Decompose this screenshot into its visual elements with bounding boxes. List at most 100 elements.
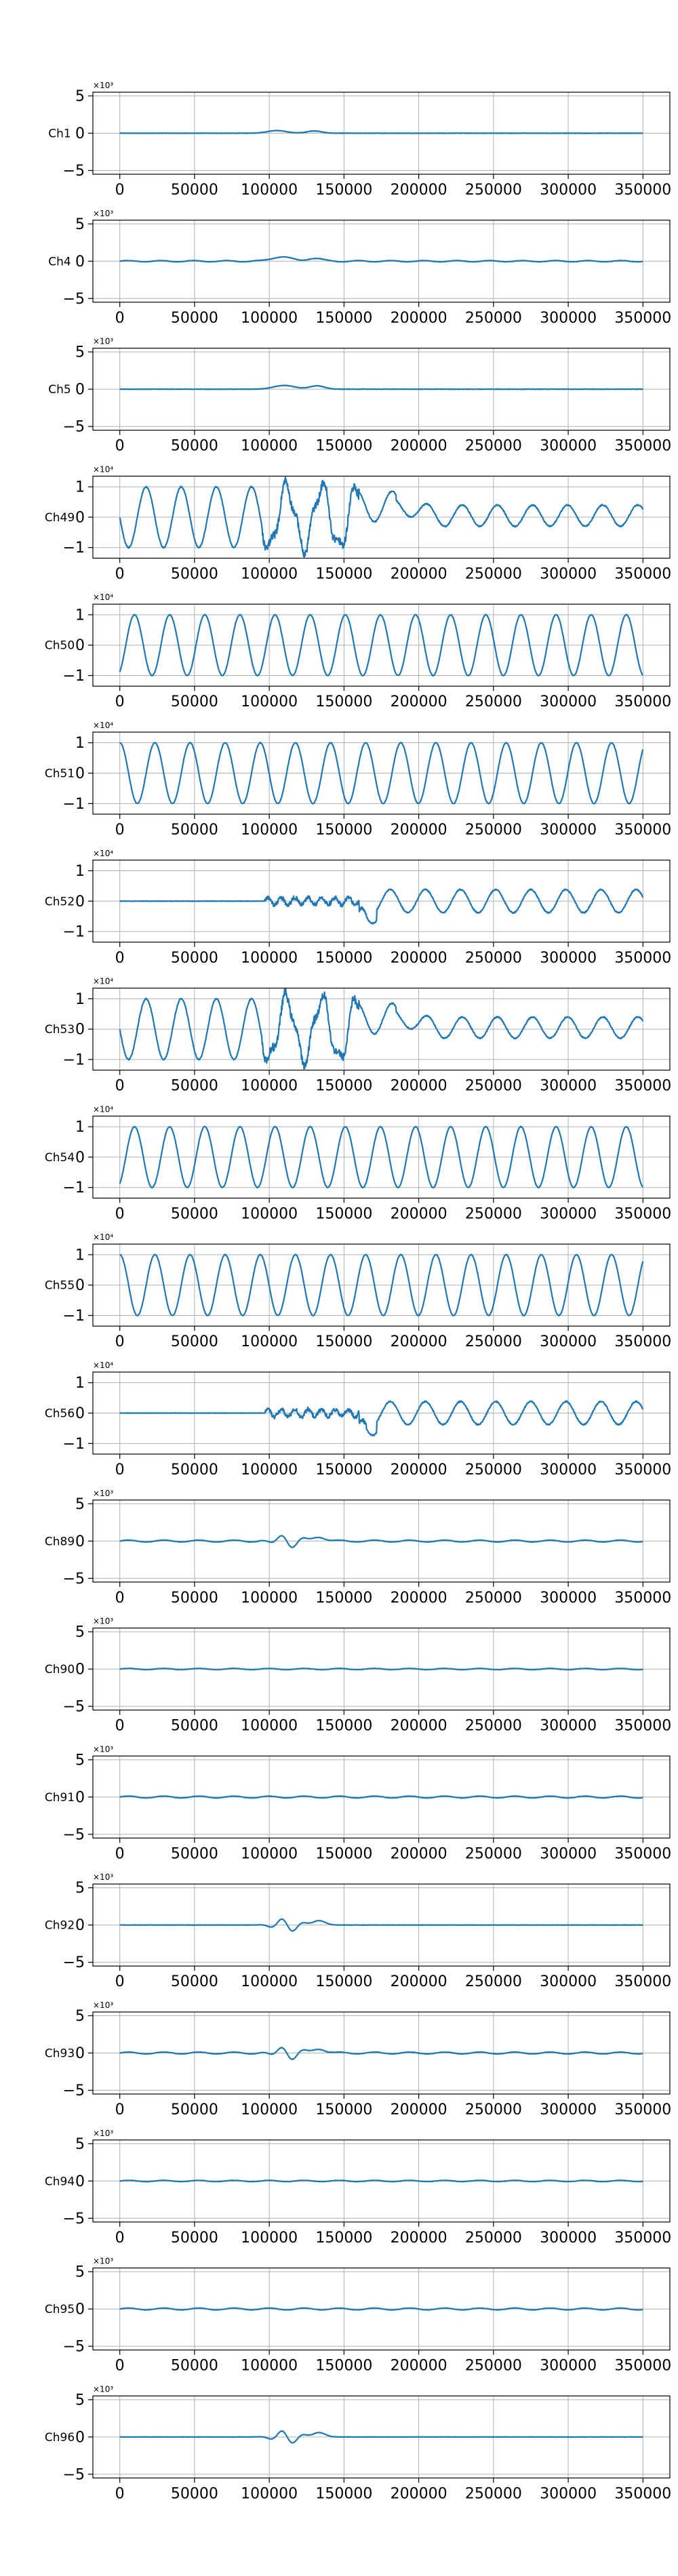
y-tick-label: −5 bbox=[63, 1954, 85, 1971]
x-tick-label: 150000 bbox=[315, 310, 372, 327]
x-tick-label: 250000 bbox=[465, 182, 522, 199]
y-tick-label: 0 bbox=[75, 637, 85, 654]
y-exponent-label: ×10³ bbox=[93, 2129, 113, 2138]
y-tick-label: 5 bbox=[75, 2264, 85, 2281]
x-tick-label: 50000 bbox=[171, 2101, 218, 2118]
y-tick-label: 0 bbox=[75, 509, 85, 526]
x-tick-label: 150000 bbox=[315, 950, 372, 967]
y-tick-label: −1 bbox=[63, 1308, 85, 1325]
panel-ch89: −5 0 5 0 50000 100000 150000 200000 250000 300000… bbox=[45, 1489, 671, 1607]
y-tick-label: 5 bbox=[75, 1496, 85, 1513]
x-tick-label: 200000 bbox=[391, 565, 447, 582]
x-tick-label: 200000 bbox=[391, 693, 447, 710]
x-tick-label: 350000 bbox=[614, 1973, 671, 1990]
x-tick-label: 200000 bbox=[391, 310, 447, 327]
x-tick-label: 50000 bbox=[171, 1205, 218, 1222]
x-tick-label: 0 bbox=[115, 310, 125, 327]
series-line-ch51 bbox=[119, 742, 644, 805]
x-tick-label: 350000 bbox=[614, 2230, 671, 2247]
panel-ch50: −1 0 1 0 50000 100000 150000 200000 250000 300000… bbox=[45, 592, 671, 710]
x-tick-label: 150000 bbox=[315, 1590, 372, 1607]
x-tick-label: 350000 bbox=[614, 693, 671, 710]
y-tick-label: −5 bbox=[63, 419, 85, 436]
x-tick-label: 150000 bbox=[315, 1973, 372, 1990]
y-axis-label: Ch50 bbox=[45, 639, 75, 653]
x-tick-label: 250000 bbox=[465, 2230, 522, 2247]
panel-ch92: −5 0 5 0 50000 100000 150000 200000 250000 300000… bbox=[45, 1872, 671, 1990]
x-tick-label: 300000 bbox=[540, 1590, 597, 1607]
x-tick-label: 150000 bbox=[315, 1718, 372, 1735]
x-tick-label: 0 bbox=[115, 1845, 125, 1862]
y-axis-label: Ch91 bbox=[45, 1791, 75, 1805]
x-tick-label: 350000 bbox=[614, 2485, 671, 2502]
x-tick-label: 100000 bbox=[241, 438, 298, 455]
x-tick-label: 200000 bbox=[391, 2101, 447, 2118]
x-tick-label: 50000 bbox=[171, 1590, 218, 1607]
x-tick-label: 250000 bbox=[465, 822, 522, 839]
y-exponent-label: ×10³ bbox=[93, 1872, 113, 1882]
x-tick-label: 300000 bbox=[540, 2485, 597, 2502]
x-tick-label: 100000 bbox=[241, 1718, 298, 1735]
x-tick-label: 200000 bbox=[391, 1462, 447, 1478]
x-tick-label: 300000 bbox=[540, 2101, 597, 2118]
panel-ch91: −5 0 5 0 50000 100000 150000 200000 250000 300000… bbox=[45, 1744, 671, 1862]
x-tick-label: 0 bbox=[115, 1078, 125, 1095]
x-tick-label: 350000 bbox=[614, 822, 671, 839]
y-exponent-label: ×10³ bbox=[93, 81, 113, 90]
panel-ch90: −5 0 5 0 50000 100000 150000 200000 250000 300000… bbox=[45, 1617, 671, 1735]
y-tick-label: 0 bbox=[75, 1277, 85, 1294]
x-tick-label: 350000 bbox=[614, 1333, 671, 1350]
x-tick-label: 300000 bbox=[540, 1205, 597, 1222]
x-tick-label: 300000 bbox=[540, 950, 597, 967]
y-exponent-label: ×10⁴ bbox=[93, 849, 113, 858]
y-tick-label: 5 bbox=[75, 2392, 85, 2409]
x-tick-label: 200000 bbox=[391, 2358, 447, 2375]
x-tick-label: 0 bbox=[115, 822, 125, 839]
y-tick-label: 0 bbox=[75, 1917, 85, 1934]
x-tick-label: 300000 bbox=[540, 822, 597, 839]
x-tick-label: 150000 bbox=[315, 1462, 372, 1478]
x-tick-label: 50000 bbox=[171, 950, 218, 967]
x-tick-label: 350000 bbox=[614, 1845, 671, 1862]
y-exponent-label: ×10³ bbox=[93, 2000, 113, 2010]
panel-ch5: −5 0 5 0 50000 100000 150000 200000 250000 300000… bbox=[48, 337, 671, 455]
y-tick-label: 1 bbox=[75, 991, 85, 1008]
x-tick-label: 350000 bbox=[614, 438, 671, 455]
series-line-ch50 bbox=[119, 613, 643, 677]
x-tick-label: 250000 bbox=[465, 565, 522, 582]
series-line-ch93 bbox=[119, 2047, 643, 2061]
series-line-ch55 bbox=[119, 1253, 644, 1317]
y-exponent-label: ×10⁴ bbox=[93, 1232, 113, 1242]
y-tick-label: −5 bbox=[63, 1699, 85, 1716]
x-tick-label: 150000 bbox=[315, 693, 372, 710]
y-axis-label: Ch1 bbox=[48, 127, 71, 141]
y-axis-label: Ch93 bbox=[45, 2047, 75, 2061]
series-line-ch95 bbox=[119, 2307, 643, 2311]
series-line-ch54 bbox=[119, 1125, 643, 1189]
x-tick-label: 100000 bbox=[241, 2358, 298, 2375]
x-tick-label: 50000 bbox=[171, 2358, 218, 2375]
x-tick-label: 350000 bbox=[614, 1462, 671, 1478]
x-tick-label: 0 bbox=[115, 2101, 125, 2118]
y-axis-label: Ch92 bbox=[45, 1919, 75, 1933]
x-tick-label: 350000 bbox=[614, 950, 671, 967]
y-tick-label: 5 bbox=[75, 216, 85, 233]
x-tick-label: 50000 bbox=[171, 310, 218, 327]
x-tick-label: 50000 bbox=[171, 565, 218, 582]
x-tick-label: 100000 bbox=[241, 1973, 298, 1990]
series-line-ch94 bbox=[119, 2179, 643, 2183]
x-tick-label: 100000 bbox=[241, 1078, 298, 1095]
x-tick-label: 300000 bbox=[540, 1078, 597, 1095]
x-tick-label: 0 bbox=[115, 1205, 125, 1222]
x-tick-label: 300000 bbox=[540, 438, 597, 455]
x-tick-label: 100000 bbox=[241, 1845, 298, 1862]
x-tick-label: 100000 bbox=[241, 1205, 298, 1222]
x-tick-label: 100000 bbox=[241, 565, 298, 582]
x-tick-label: 100000 bbox=[241, 693, 298, 710]
x-tick-label: 50000 bbox=[171, 2230, 218, 2247]
y-tick-label: 0 bbox=[75, 382, 85, 399]
y-exponent-label: ×10⁴ bbox=[93, 1104, 113, 1114]
x-tick-label: 250000 bbox=[465, 1845, 522, 1862]
y-tick-label: 1 bbox=[75, 1119, 85, 1136]
series-line-ch4 bbox=[119, 256, 643, 263]
